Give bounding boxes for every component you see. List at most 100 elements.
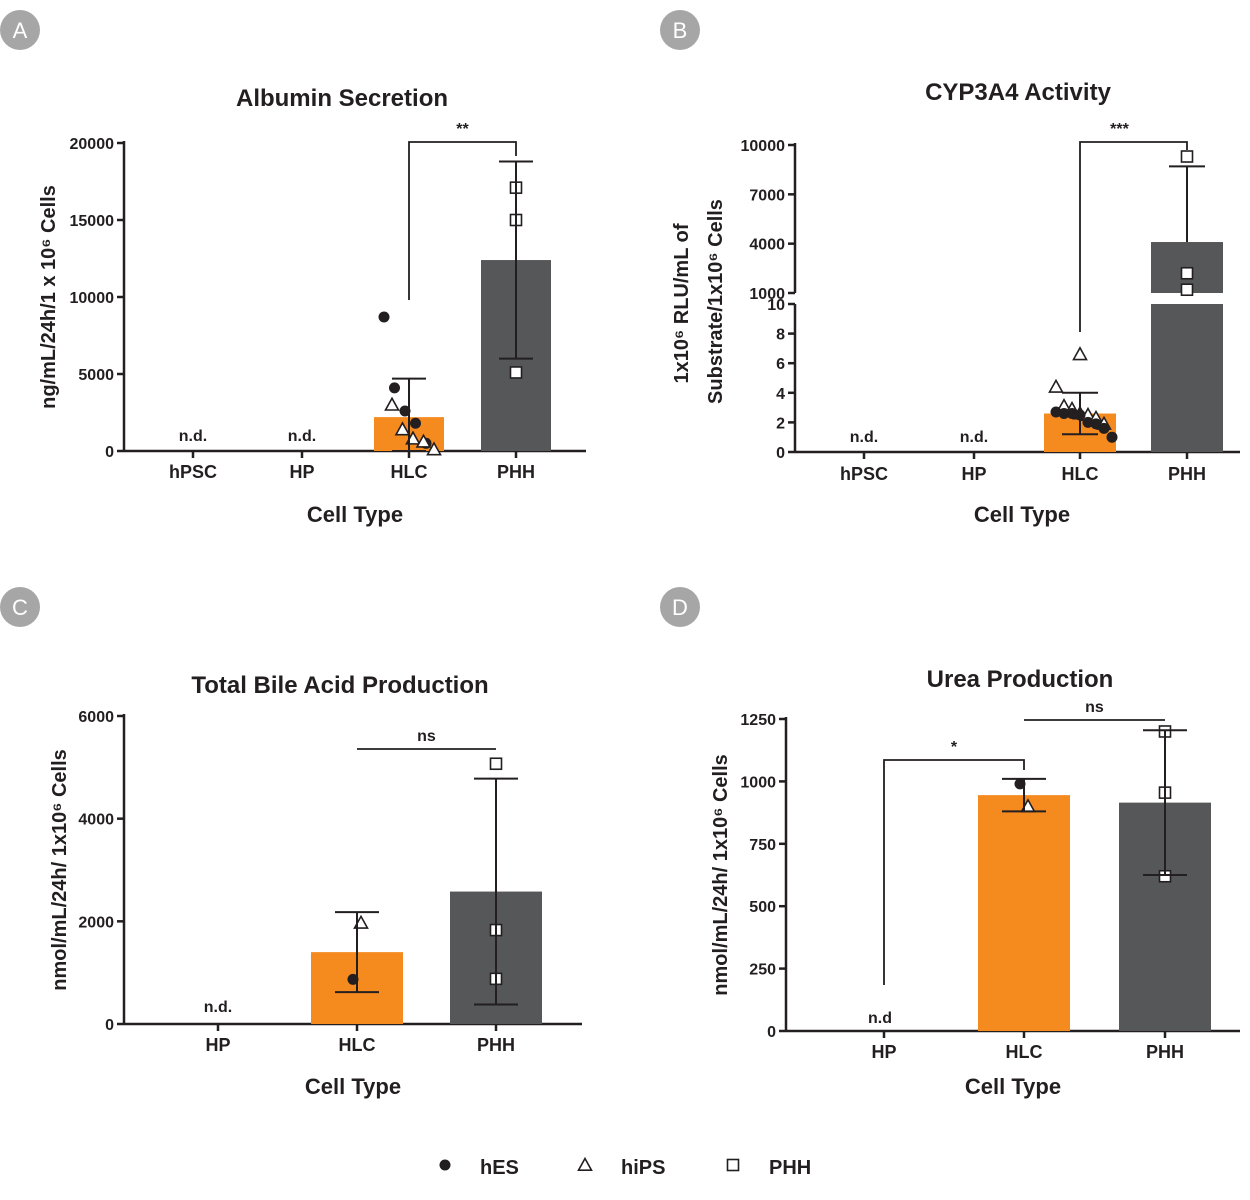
- data-point-hes: [1098, 422, 1110, 434]
- x-tick-label: PHH: [1146, 1042, 1184, 1062]
- data-point-hips: [1048, 378, 1064, 393]
- legend-item-hes: hES: [439, 1157, 519, 1179]
- significance-bracket: [883, 759, 1025, 985]
- y-axis-label-line1: 1x10⁶ RLU/mL of: [671, 223, 693, 383]
- data-point-hes: [347, 973, 359, 985]
- data-point-hes: [389, 382, 400, 394]
- data-point-hes: [378, 311, 390, 323]
- legend-label: hES: [480, 1157, 519, 1179]
- not-detected-label: n.d.: [179, 428, 207, 445]
- data-point-hips: [426, 441, 442, 456]
- x-tick-label: PHH: [477, 1035, 515, 1055]
- x-tick-label: HP: [961, 464, 986, 484]
- data-point-hes: [399, 405, 411, 417]
- data-point-hips: [415, 433, 432, 448]
- y-tick-label: 10: [767, 297, 785, 314]
- legend-item-phh: PHH: [726, 1157, 811, 1179]
- not-detected-label: n.d.: [960, 429, 988, 446]
- panel-badge-letter: B: [673, 18, 688, 43]
- y-tick-label: 500: [749, 899, 776, 916]
- x-tick-label: PHH: [1168, 464, 1206, 484]
- legend-label: PHH: [769, 1157, 811, 1179]
- data-point-phh: [1180, 283, 1194, 297]
- not-detected-label: n.d.: [850, 429, 878, 446]
- panel-badge-circle: [0, 587, 40, 627]
- chart-panel-c: Total Bile Acid Production 0 2000 4000 6000 n…: [49, 672, 582, 1099]
- legend-marker-circle: [439, 1159, 451, 1171]
- panel-badge-letter: A: [13, 18, 28, 43]
- x-tick-label: hPSC: [169, 462, 217, 482]
- y-tick-label: 0: [105, 1017, 114, 1034]
- y-axis-label-line2: Substrate/1x10⁶ Cells: [705, 199, 727, 404]
- significance-bracket: [1079, 141, 1188, 332]
- panel-badge-c: C: [0, 587, 40, 627]
- data-point-hips: [1072, 346, 1088, 361]
- chart-title: Urea Production: [927, 666, 1114, 693]
- legend-item-hips: hiPS: [577, 1156, 665, 1179]
- data-point-hips: [394, 421, 411, 436]
- data-point-phh: [1180, 150, 1194, 163]
- x-axis-label: Cell Type: [305, 1074, 401, 1099]
- y-tick-label: 6: [776, 356, 785, 373]
- y-axis-label: nmol/mL/24h/ 1x10⁶ Cells: [49, 749, 71, 991]
- significance-label: **: [456, 121, 469, 138]
- not-detected-label: n.d.: [204, 999, 232, 1016]
- significance-label: ***: [1110, 121, 1129, 138]
- panel-badge-b: B: [660, 10, 700, 50]
- significance-bracket: [408, 141, 517, 300]
- legend-label: hiPS: [621, 1157, 665, 1179]
- y-axis-label: nmol/mL/24h/ 1x10⁶ Cells: [710, 754, 732, 996]
- y-tick-label: 10000: [70, 290, 115, 307]
- bar-phh-lower: [1151, 304, 1223, 452]
- y-tick-label: 10000: [741, 138, 786, 155]
- significance-label: ns: [417, 728, 436, 745]
- x-tick-label: HLC: [1006, 1042, 1043, 1062]
- y-tick-label: 6000: [78, 709, 114, 726]
- x-tick-label: HP: [205, 1035, 230, 1055]
- data-point-hes: [1090, 418, 1102, 430]
- y-tick-label: 1250: [740, 712, 776, 729]
- panel-badge-circle: [660, 10, 700, 50]
- x-tick-label: hPSC: [840, 464, 888, 484]
- x-tick-label: HLC: [339, 1035, 376, 1055]
- data-point-phh: [1180, 266, 1194, 280]
- panel-badge-a: A: [0, 10, 40, 50]
- significance-label: *: [951, 739, 958, 756]
- legend-marker-square: [726, 1158, 740, 1172]
- bar-hlc: [978, 795, 1070, 1031]
- y-tick-label: 1000: [740, 774, 776, 791]
- chart-title: Albumin Secretion: [236, 85, 448, 112]
- chart-title: Total Bile Acid Production: [191, 672, 488, 699]
- y-tick-label: 4000: [78, 812, 114, 829]
- x-axis-label: Cell Type: [974, 502, 1070, 527]
- x-axis-label: Cell Type: [307, 502, 403, 527]
- y-tick-label: 750: [749, 837, 776, 854]
- data-point-hes: [1058, 408, 1070, 420]
- chart-title: CYP3A4 Activity: [925, 79, 1112, 106]
- data-point-hes: [410, 417, 421, 429]
- y-tick-label: 0: [776, 445, 785, 462]
- y-tick-label: 8: [776, 327, 785, 344]
- y-tick-label: 7000: [749, 187, 785, 204]
- legend: hES hiPS PHH: [439, 1156, 811, 1179]
- significance-label: ns: [1085, 699, 1104, 716]
- y-tick-label: 20000: [70, 136, 115, 153]
- panel-badge-circle: [0, 10, 40, 50]
- y-tick-label: 5000: [78, 367, 114, 384]
- panel-badge-letter: C: [12, 595, 28, 620]
- legend-marker-triangle: [577, 1156, 593, 1171]
- data-point-hes: [1106, 431, 1118, 443]
- x-tick-label: HP: [871, 1042, 896, 1062]
- not-detected-label: n.d.: [288, 428, 316, 445]
- y-tick-label: 1000: [749, 286, 785, 303]
- y-tick-label: 2: [776, 415, 785, 432]
- y-tick-label: 2000: [78, 914, 114, 931]
- x-tick-label: PHH: [497, 462, 535, 482]
- panel-badge-letter: D: [672, 595, 688, 620]
- y-tick-label: 0: [767, 1024, 776, 1041]
- y-tick-label: 0: [105, 444, 114, 461]
- panel-badge-circle: [660, 587, 700, 627]
- data-point-hes: [1014, 778, 1026, 790]
